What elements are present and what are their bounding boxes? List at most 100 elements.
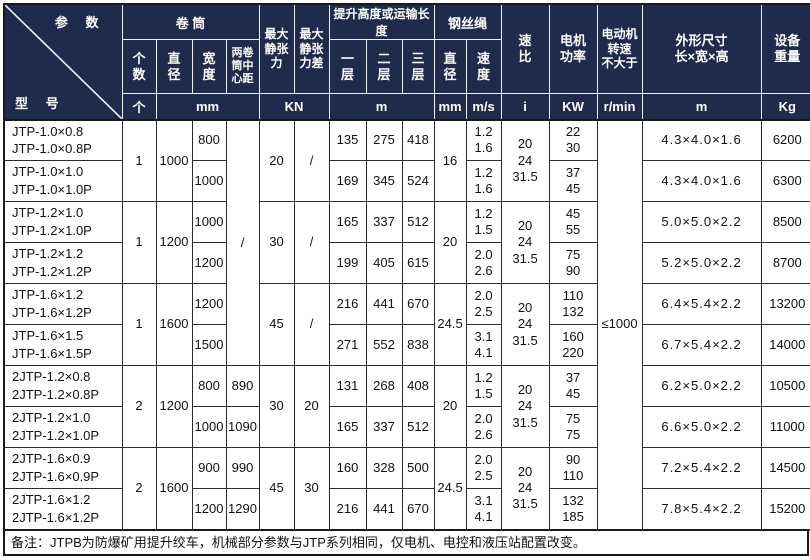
rope-diameter-cell: 24.5 [433,447,467,530]
layer3-cell: 512 [401,201,435,243]
power-value: 37 [565,369,581,385]
note-bar: 备注：JTPB为防爆矿用提升绞车，机械部分参数与JTP系列相同，仅电机、电控和液… [3,530,809,556]
rope-speed-cell: 1.2 1.5 [465,365,502,407]
drum-width-cell: 1200 [191,242,227,284]
spec-table: 参 数 型 号 卷 筒 最大 静张 力 最大 静张 力差 提升高度或运输长度 钢… [3,3,810,531]
max-tension-cell: 30 [258,201,295,284]
header-tension-diff: 最大 静张 力差 [293,3,330,94]
weight-cell: 13200 [760,283,810,325]
header-center-distance: 两卷 筒中 心距 [225,39,260,94]
motor-power-cell: 90 110 [548,447,598,489]
model-name: 2JTP-1.2×1.0 [12,410,91,426]
weight-cell: 15200 [760,488,810,530]
speed-value: 2.0 [474,246,493,262]
power-value: 90 [565,263,581,278]
model-cell: JTP-1.2×1.2 JTP-1.2×1.2P [3,242,123,284]
layer1-cell: 165 [328,406,367,448]
unit-lift-m: m [328,93,435,121]
speed-value: 1.5 [474,386,493,401]
model-name: JTP-1.2×1.2P [12,264,92,279]
rope-speed-cell: 3.1 4.1 [465,488,502,530]
model-name: JTP-1.0×0.8 [12,123,84,139]
rope-speed-cell: 3.1 4.1 [465,324,502,366]
drum-width-cell: 1000 [191,201,227,243]
speed-ratio-cell: 20 24 31.5 [500,365,550,448]
motor-power-cell: 110 132 [548,283,598,325]
power-value: 185 [562,508,584,524]
drum-diameter-cell: 1600 [155,283,193,366]
model-name: JTP-1.2×1.0 [12,205,84,221]
table-row: JTP-1.6×1.5 JTP-1.6×1.5P 1500 271 552 83… [3,324,810,366]
layer3-cell: 670 [401,488,435,530]
layer2-cell: 552 [365,324,403,366]
model-cell: JTP-1.2×1.0 JTP-1.2×1.0P [3,201,123,243]
rope-speed-cell: 1.2 1.5 [465,201,502,243]
ratio-value: 20 [517,300,533,316]
weight-cell: 10500 [760,365,810,407]
drum-diameter-cell: 1200 [155,365,193,448]
power-value: 75 [565,427,581,442]
unit-weight-kg: Kg [760,93,810,121]
header-weight: 设备 重量 [760,3,810,94]
speed-value: 2.5 [474,468,493,483]
header-drum-group: 卷 筒 [121,3,260,40]
tension-diff-cell: 30 [293,447,330,530]
drum-diameter-cell: 1200 [155,201,193,284]
layer1-cell: 165 [328,201,367,243]
drum-count-cell: 1 [121,119,157,202]
drum-count-cell: 1 [121,283,157,366]
center-distance-cell: 1290 [225,488,260,530]
header-rope-diameter: 直 径 [433,39,467,94]
center-distance-cell: 990 [225,447,260,489]
max-tension-cell: 20 [258,119,295,202]
rope-speed-cell: 1.2 1.6 [465,160,502,202]
motor-power-cell: 75 75 [548,406,598,448]
layer1-cell: 199 [328,242,367,284]
tension-diff-cell: / [293,201,330,284]
layer2-cell: 345 [365,160,403,202]
speed-value: 2.6 [474,427,493,442]
weight-cell: 14500 [760,447,810,489]
power-value: 110 [562,287,584,303]
dimensions-cell: 6.4×5.4×2.2 [641,283,762,325]
power-value: 160 [562,328,584,344]
model-name: 2JTP-1.6×0.9P [12,469,100,484]
header-layer1: 一 层 [328,39,367,94]
ratio-value: 20 [517,382,533,398]
power-value: 75 [565,246,581,262]
model-cell: JTP-1.6×1.5 JTP-1.6×1.5P [3,324,123,366]
layer3-cell: 615 [401,242,435,284]
model-name: 2JTP-1.2×1.0P [12,428,100,443]
drum-width-cell: 1000 [191,160,227,202]
model-name: JTP-1.2×1.0P [12,223,92,238]
ratio-value: 31.5 [512,496,538,512]
dimensions-cell: 6.6×5.0×2.2 [641,406,762,448]
tension-diff-cell: / [293,119,330,202]
layer3-cell: 500 [401,447,435,489]
power-value: 220 [562,345,584,360]
power-value: 45 [565,205,581,221]
header-rope-group: 钢丝绳 [433,3,502,40]
layer2-cell: 275 [365,119,403,161]
table-row: 2JTP-1.6×1.2 2JTP-1.6×1.2P 1200 1290 216… [3,488,810,530]
layer2-cell: 268 [365,365,403,407]
ratio-value: 24 [517,234,533,250]
speed-value: 2.0 [474,410,493,426]
model-name: JTP-1.6×1.2P [12,305,92,320]
dimensions-cell: 5.0×5.0×2.2 [641,201,762,243]
layer1-cell: 169 [328,160,367,202]
table-row: JTP-1.0×1.0 JTP-1.0×1.0P 1000 169 345 52… [3,160,810,202]
model-name: JTP-1.6×1.5P [12,346,92,361]
max-tension-cell: 30 [258,365,295,448]
drum-width-cell: 1000 [191,406,227,448]
header-layer2: 二 层 [365,39,403,94]
model-cell: 2JTP-1.2×0.8 2JTP-1.2×0.8P [3,365,123,407]
table-row: JTP-1.0×0.8 JTP-1.0×0.8P 1 1000 800 / 20… [3,119,810,530]
rope-speed-cell: 2.0 2.5 [465,283,502,325]
unit-power-kw: KW [548,93,598,121]
ratio-value: 24 [517,316,533,332]
power-value: 22 [565,124,581,139]
header-max-tension: 最大 静张 力 [258,3,295,94]
ratio-value: 24 [517,480,533,496]
